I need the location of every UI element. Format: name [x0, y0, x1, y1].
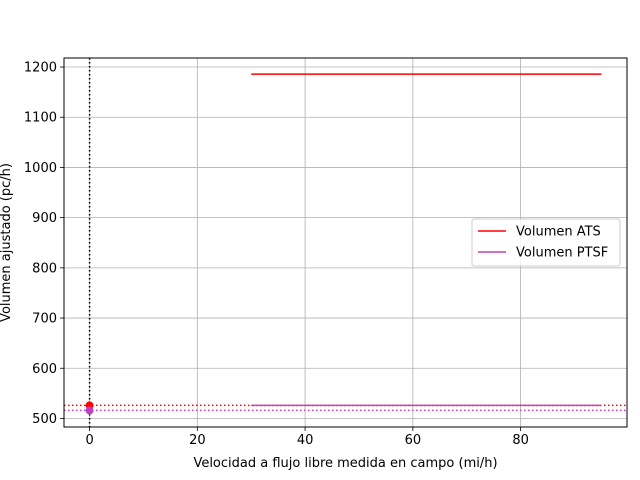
points: [85, 401, 94, 415]
y-tick-label: 1200: [24, 61, 57, 76]
y-tick-label: 900: [32, 211, 57, 226]
data-point-1: [85, 406, 94, 415]
x-tick-label: 20: [189, 433, 206, 448]
x-tick-label: 80: [512, 433, 529, 448]
y-axis-ticks: 500 600 700 800 900 1000 1100 1200: [24, 61, 64, 427]
x-axis-label: Velocidad a flujo libre medida en campo …: [193, 456, 497, 471]
y-tick-label: 1000: [24, 161, 57, 176]
plot-frame: [63, 57, 628, 428]
legend-label-0: Volumen ATS: [516, 225, 601, 240]
legend-box: [471, 218, 621, 267]
x-axis-ticks: 0 20 40 60 80: [85, 427, 529, 448]
legend: Volumen ATS Volumen PTSF: [471, 218, 621, 267]
series: [251, 73, 602, 407]
x-tick-label: 60: [405, 433, 422, 448]
y-tick-label: 800: [32, 261, 57, 276]
grid: [64, 58, 627, 427]
y-axis-label: Volumen ajustado (pc/h): [0, 163, 14, 322]
x-tick-label: 40: [297, 433, 314, 448]
y-tick-label: 1100: [24, 111, 57, 126]
y-tick-label: 700: [32, 312, 57, 327]
y-tick-label: 600: [32, 362, 57, 377]
legend-label-1: Volumen PTSF: [516, 246, 608, 261]
x-tick-label: 0: [85, 433, 93, 448]
y-tick-label: 500: [32, 412, 57, 427]
